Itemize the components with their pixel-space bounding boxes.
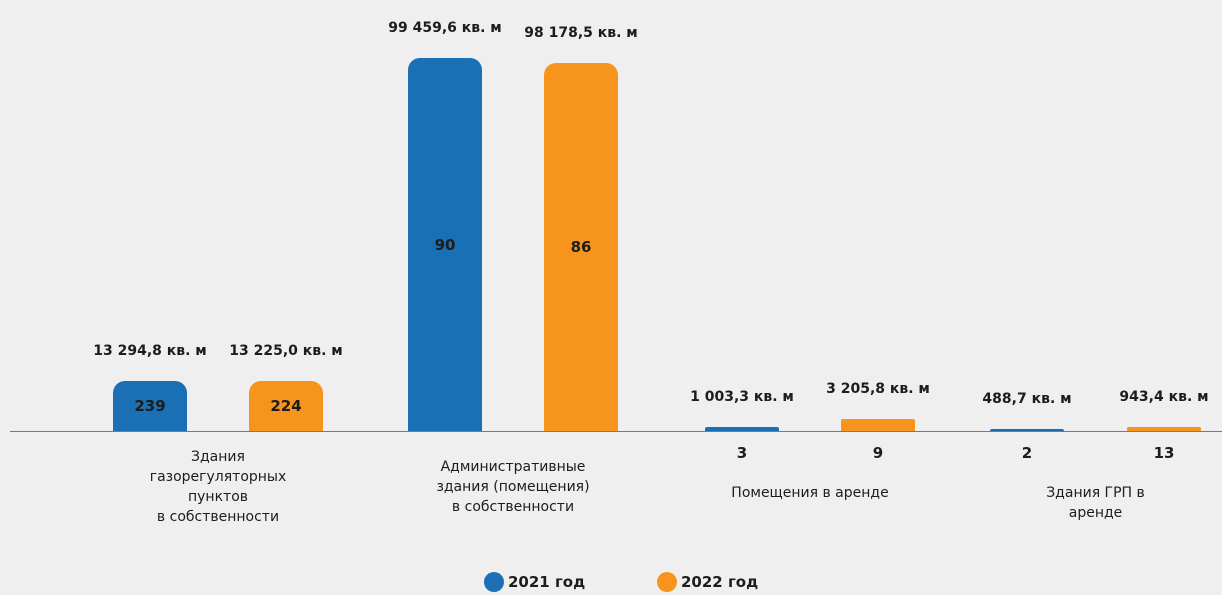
value-label: 488,7 кв. м <box>982 391 1072 408</box>
category-label: Помещения в аренде <box>731 485 889 501</box>
category-label: Здания газорегуляторных пунктов в собств… <box>149 449 287 525</box>
bar <box>249 381 323 431</box>
bar <box>113 381 187 431</box>
count-label: 86 <box>570 237 592 256</box>
legend-label: 2021 год <box>508 573 586 591</box>
axis-line <box>10 431 1222 432</box>
count-label: 3 <box>736 444 748 462</box>
count-label: 239 <box>134 397 166 416</box>
bar <box>1127 427 1201 431</box>
legend-marker <box>484 572 504 592</box>
value-label: 1 003,3 кв. м <box>690 389 794 406</box>
bar <box>408 58 482 431</box>
value-label: 3 205,8 кв. м <box>826 380 930 397</box>
value-label: 99 459,6 кв. м <box>388 20 502 36</box>
count-label: 224 <box>270 397 302 416</box>
legend-marker <box>657 572 677 592</box>
count-label: 9 <box>872 444 884 462</box>
value-label: 943,4 кв. м <box>1119 389 1209 406</box>
count-label: 2 <box>1021 444 1033 462</box>
value-label: 13 294,8 кв. м <box>93 343 207 360</box>
bar <box>705 427 779 431</box>
count-label: 90 <box>434 235 456 254</box>
category-label: Административные здания (помещения) в со… <box>436 459 590 515</box>
bar <box>544 62 618 431</box>
legend-label: 2022 год <box>681 573 759 591</box>
value-label: 98 178,5 кв. м <box>524 24 638 41</box>
category-label: Здания ГРП в аренде <box>1046 485 1145 521</box>
bar <box>990 429 1064 431</box>
bar <box>841 418 915 431</box>
value-label: 13 225,0 кв. м <box>229 343 343 360</box>
count-label: 13 <box>1153 444 1175 462</box>
